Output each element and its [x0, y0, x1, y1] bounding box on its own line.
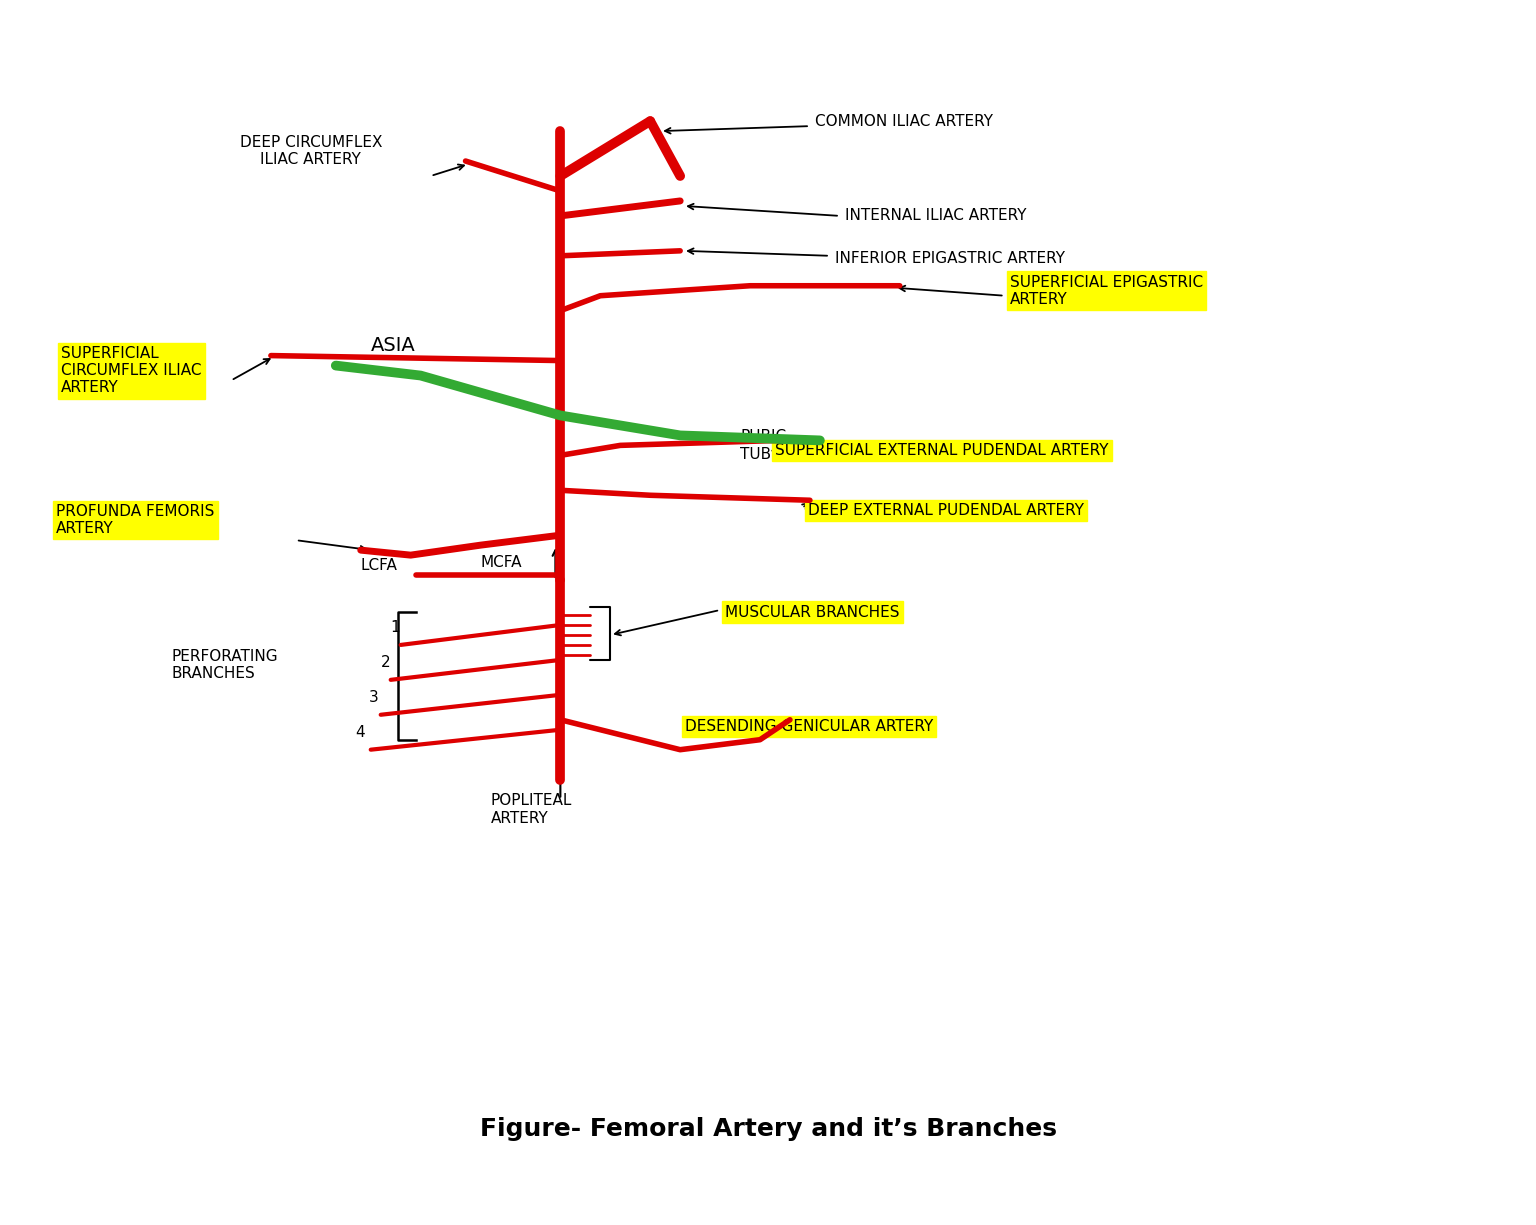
Text: MUSCULAR BRANCHES: MUSCULAR BRANCHES — [725, 604, 900, 620]
Text: Figure- Femoral Artery and it’s Branches: Figure- Femoral Artery and it’s Branches — [479, 1117, 1057, 1140]
Text: LCFA: LCFA — [361, 557, 398, 572]
Text: 3: 3 — [369, 691, 378, 706]
Text: 4: 4 — [356, 725, 366, 740]
Text: MCFA: MCFA — [481, 555, 522, 570]
Text: PERFORATING
BRANCHES: PERFORATING BRANCHES — [170, 649, 278, 681]
Text: INFERIOR EPIGASTRIC ARTERY: INFERIOR EPIGASTRIC ARTERY — [836, 251, 1064, 266]
Text: DEEP CIRCUMFLEX
ILIAC ARTERY: DEEP CIRCUMFLEX ILIAC ARTERY — [240, 135, 382, 168]
Text: SUPERFICIAL
CIRCUMFLEX ILIAC
ARTERY: SUPERFICIAL CIRCUMFLEX ILIAC ARTERY — [61, 345, 201, 396]
Text: PROFUNDA FEMORIS
ARTERY: PROFUNDA FEMORIS ARTERY — [57, 503, 215, 537]
Text: ASIA: ASIA — [370, 336, 415, 355]
Text: INTERNAL ILIAC ARTERY: INTERNAL ILIAC ARTERY — [845, 208, 1026, 223]
Text: COMMON ILIAC ARTERY: COMMON ILIAC ARTERY — [816, 114, 992, 129]
Text: SUPERFICIAL EXTERNAL PUDENDAL ARTERY: SUPERFICIAL EXTERNAL PUDENDAL ARTERY — [776, 443, 1109, 458]
Text: 1: 1 — [390, 621, 401, 636]
Text: PUBIC
TUBERCLE: PUBIC TUBERCLE — [740, 429, 819, 462]
Text: POPLITEAL
ARTERY: POPLITEAL ARTERY — [490, 794, 571, 826]
Text: 2: 2 — [381, 655, 390, 670]
Text: DEEP EXTERNAL PUDENDAL ARTERY: DEEP EXTERNAL PUDENDAL ARTERY — [808, 502, 1084, 518]
Text: DESENDING GENICULAR ARTERY: DESENDING GENICULAR ARTERY — [685, 719, 934, 734]
Text: SUPERFICIAL EPIGASTRIC
ARTERY: SUPERFICIAL EPIGASTRIC ARTERY — [1009, 274, 1203, 307]
